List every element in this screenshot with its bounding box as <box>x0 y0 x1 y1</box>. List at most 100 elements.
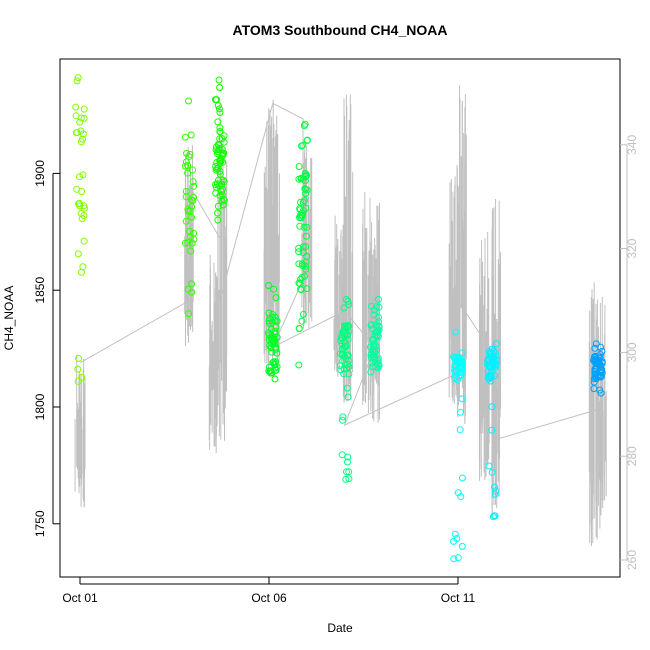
data-point <box>188 213 195 221</box>
data-point <box>300 122 308 130</box>
data-point <box>73 77 81 85</box>
data-point <box>295 175 303 183</box>
data-point <box>189 178 197 186</box>
data-point <box>189 166 196 174</box>
data-point <box>591 354 599 362</box>
data-point <box>458 349 466 357</box>
data-point <box>78 373 86 381</box>
data-point <box>74 365 82 373</box>
x-tick-label: Oct 11 <box>441 591 476 605</box>
data-point <box>300 197 308 204</box>
data-point <box>591 353 598 361</box>
data-point <box>340 344 348 352</box>
data-point <box>375 296 382 303</box>
data-point <box>265 319 273 327</box>
data-point <box>297 275 305 283</box>
data-point <box>492 487 500 495</box>
data-point <box>181 239 189 247</box>
data-point <box>368 321 375 329</box>
data-point <box>488 426 496 434</box>
data-point <box>451 530 459 538</box>
data-point <box>190 193 198 201</box>
data-point <box>302 258 310 266</box>
data-point <box>76 173 83 181</box>
data-point <box>214 209 221 217</box>
data-point <box>485 462 493 470</box>
data-point <box>295 248 303 256</box>
data-point <box>302 262 310 270</box>
data-point <box>457 408 464 416</box>
chart-title: ATOM3 Southbound CH4_NOAA <box>233 22 448 38</box>
data-point <box>79 171 87 179</box>
data-point <box>450 555 458 563</box>
axes: 1750 1800 1850 1900 Oct 01 Oct 06 Oct 11 260 280… <box>33 134 639 605</box>
data-point <box>491 483 498 491</box>
data-point <box>185 310 193 318</box>
data-point <box>597 369 605 376</box>
data-point <box>214 102 222 109</box>
data-point <box>273 317 281 325</box>
data-point <box>213 150 221 158</box>
data-points <box>72 74 606 563</box>
data-point <box>213 165 221 173</box>
data-point <box>219 201 227 209</box>
data-point <box>73 129 80 137</box>
data-point <box>188 239 196 247</box>
data-point <box>188 203 196 211</box>
data-point <box>458 395 466 403</box>
data-point <box>375 313 382 321</box>
data-point <box>295 361 303 369</box>
y-tick-label: 1800 <box>33 393 47 420</box>
data-point <box>76 118 84 126</box>
x-tick-label: Oct 01 <box>62 591 98 605</box>
data-point <box>216 84 224 91</box>
data-point <box>344 360 352 368</box>
y2-tick-label: 300 <box>625 342 639 362</box>
data-point <box>300 223 308 231</box>
data-point <box>450 537 458 545</box>
data-point <box>295 163 303 170</box>
data-point <box>336 350 344 358</box>
data-point <box>490 358 498 365</box>
data-point <box>488 468 496 476</box>
data-point <box>345 468 353 476</box>
data-point <box>298 317 306 325</box>
y2-tick-label: 280 <box>625 446 639 466</box>
secondary-spike <box>269 110 280 363</box>
data-point <box>455 360 463 368</box>
data-point <box>299 310 307 318</box>
data-point <box>295 260 303 268</box>
data-point <box>215 76 223 84</box>
data-point <box>370 336 378 344</box>
data-point <box>299 243 307 251</box>
data-point <box>592 355 600 363</box>
data-point <box>190 182 198 190</box>
data-point <box>369 347 377 355</box>
data-point <box>80 202 88 210</box>
secondary-spike <box>456 85 467 425</box>
data-point <box>215 105 223 113</box>
data-point <box>302 190 309 198</box>
data-point <box>214 216 222 224</box>
data-point <box>489 361 497 369</box>
data-point <box>303 232 310 240</box>
data-point <box>299 141 307 149</box>
data-point <box>216 128 224 136</box>
data-point <box>184 169 192 177</box>
data-point <box>265 282 273 289</box>
data-point <box>592 340 600 348</box>
data-point <box>596 360 604 368</box>
secondary-series <box>74 85 607 547</box>
data-point <box>267 367 275 375</box>
data-point <box>272 294 280 302</box>
data-point <box>302 243 310 251</box>
data-point <box>458 474 466 482</box>
y-axis-label: CH4_NOAA <box>2 286 16 351</box>
data-point <box>72 112 80 120</box>
data-point <box>217 157 225 165</box>
data-point <box>343 364 351 372</box>
data-point <box>336 362 344 370</box>
data-point <box>488 345 496 353</box>
data-point <box>271 361 279 369</box>
data-point <box>344 458 351 466</box>
